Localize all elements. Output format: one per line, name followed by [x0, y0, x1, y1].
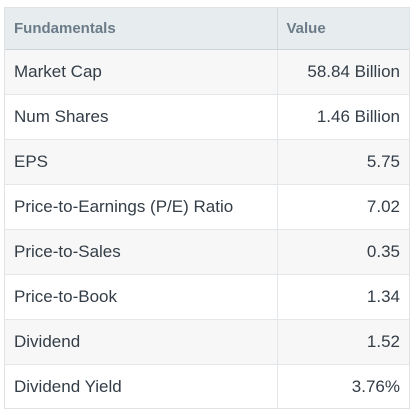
table-row: Market Cap 58.84 Billion	[5, 49, 409, 94]
row-value-pe-ratio: 7.02	[276, 183, 409, 229]
row-label-price-to-sales: Price-to-Sales	[5, 228, 277, 274]
row-value-eps: 5.75	[276, 138, 409, 184]
table-body: Market Cap 58.84 Billion Num Shares 1.46…	[5, 49, 409, 409]
row-label-dividend-yield: Dividend Yield	[5, 363, 277, 409]
row-label-market-cap: Market Cap	[5, 49, 277, 94]
header-row: Fundamentals Value	[5, 8, 409, 50]
table-row: Price-to-Sales 0.35	[5, 228, 409, 274]
table-row: EPS 5.75	[5, 138, 409, 184]
row-label-pe-ratio: Price-to-Earnings (P/E) Ratio	[5, 183, 277, 229]
row-label-eps: EPS	[5, 138, 277, 184]
header-value: Value	[276, 8, 409, 50]
fundamentals-table-container: Fundamentals Value Market Cap 58.84 Bill…	[4, 7, 410, 409]
row-value-price-to-sales: 0.35	[276, 228, 409, 274]
row-label-num-shares: Num Shares	[5, 93, 277, 139]
table-row: Price-to-Book 1.34	[5, 273, 409, 319]
table-row: Dividend 1.52	[5, 318, 409, 364]
row-value-market-cap: 58.84 Billion	[276, 49, 409, 94]
row-value-num-shares: 1.46 Billion	[276, 93, 409, 139]
row-label-price-to-book: Price-to-Book	[5, 273, 277, 319]
row-value-dividend: 1.52	[276, 318, 409, 364]
row-value-price-to-book: 1.34	[276, 273, 409, 319]
table-row: Num Shares 1.46 Billion	[5, 93, 409, 139]
fundamentals-table: Fundamentals Value Market Cap 58.84 Bill…	[5, 8, 409, 409]
header-fundamentals: Fundamentals	[5, 8, 277, 50]
table-header: Fundamentals Value	[5, 8, 409, 50]
table-row: Dividend Yield 3.76%	[5, 363, 409, 409]
row-label-dividend: Dividend	[5, 318, 277, 364]
row-value-dividend-yield: 3.76%	[276, 363, 409, 409]
table-row: Price-to-Earnings (P/E) Ratio 7.02	[5, 183, 409, 229]
